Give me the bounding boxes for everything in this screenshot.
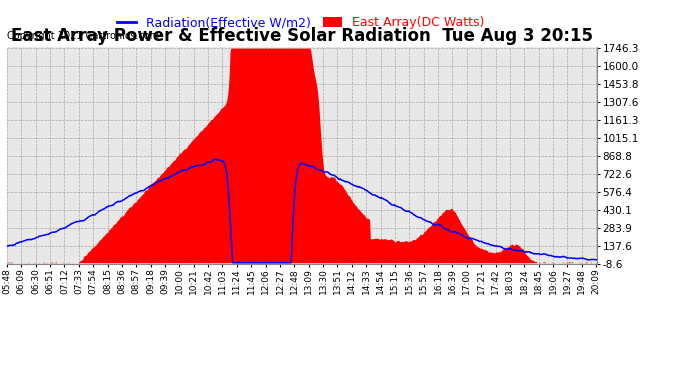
Title: East Array Power & Effective Solar Radiation  Tue Aug 3 20:15: East Array Power & Effective Solar Radia… <box>11 27 593 45</box>
Text: Copyright 2021 Cartronics.com: Copyright 2021 Cartronics.com <box>7 32 159 41</box>
Legend: Radiation(Effective W/m2), East Array(DC Watts): Radiation(Effective W/m2), East Array(DC… <box>117 16 484 29</box>
